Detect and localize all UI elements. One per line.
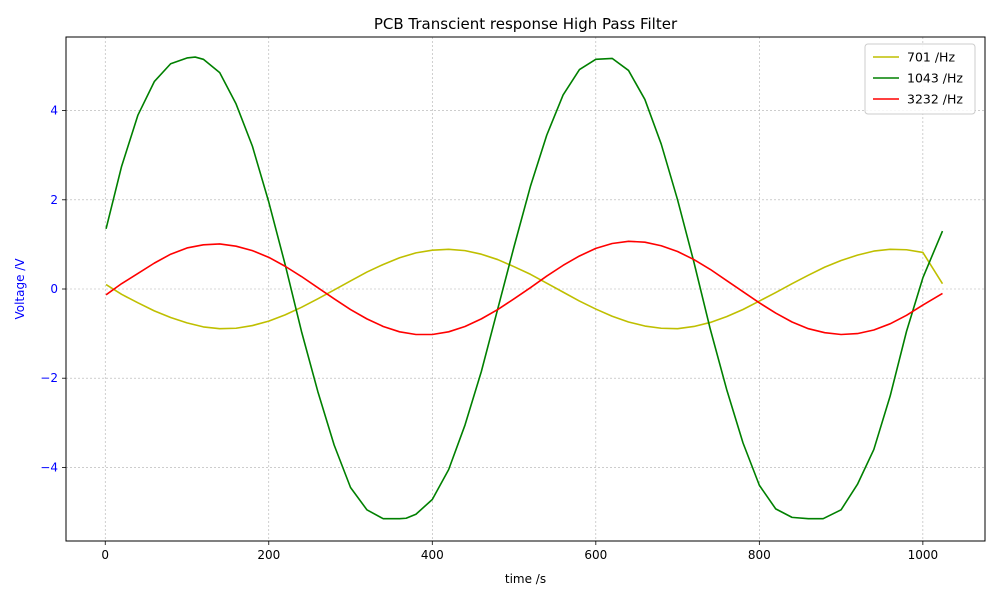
x-tick-label: 400 (421, 548, 444, 562)
grid (66, 37, 985, 541)
y-tick-label: 0 (50, 282, 58, 296)
series-line-2 (105, 56, 944, 520)
legend-label-3: 3232 /Hz (907, 92, 963, 107)
legend: 701 /Hz 1043 /Hz 3232 /Hz (864, 43, 976, 115)
legend-box (864, 43, 976, 115)
x-axis-label: time /s (505, 572, 546, 586)
legend-label-1: 701 /Hz (907, 50, 955, 65)
y-tick-label: 4 (50, 104, 58, 118)
chart-title: PCB Transcient response High Pass Filter (374, 15, 678, 33)
y-tick-label: −2 (40, 371, 58, 385)
y-tick-label: 2 (50, 193, 58, 207)
x-tick-label: 200 (257, 548, 280, 562)
x-tick-label: 800 (748, 548, 771, 562)
legend-label-2: 1043 /Hz (907, 71, 963, 86)
series-layer (105, 56, 944, 520)
y-axis-label: Voltage /V (13, 258, 27, 320)
x-tick-label: 0 (101, 548, 109, 562)
series-line-3 (105, 240, 943, 336)
y-tick-label: −4 (40, 460, 58, 474)
ticks: 0 200 400 600 800 1000 −4 −2 0 2 4 (40, 104, 938, 562)
x-tick-label: 600 (584, 548, 607, 562)
x-tick-label: 1000 (908, 548, 939, 562)
series-line-1 (105, 248, 944, 330)
